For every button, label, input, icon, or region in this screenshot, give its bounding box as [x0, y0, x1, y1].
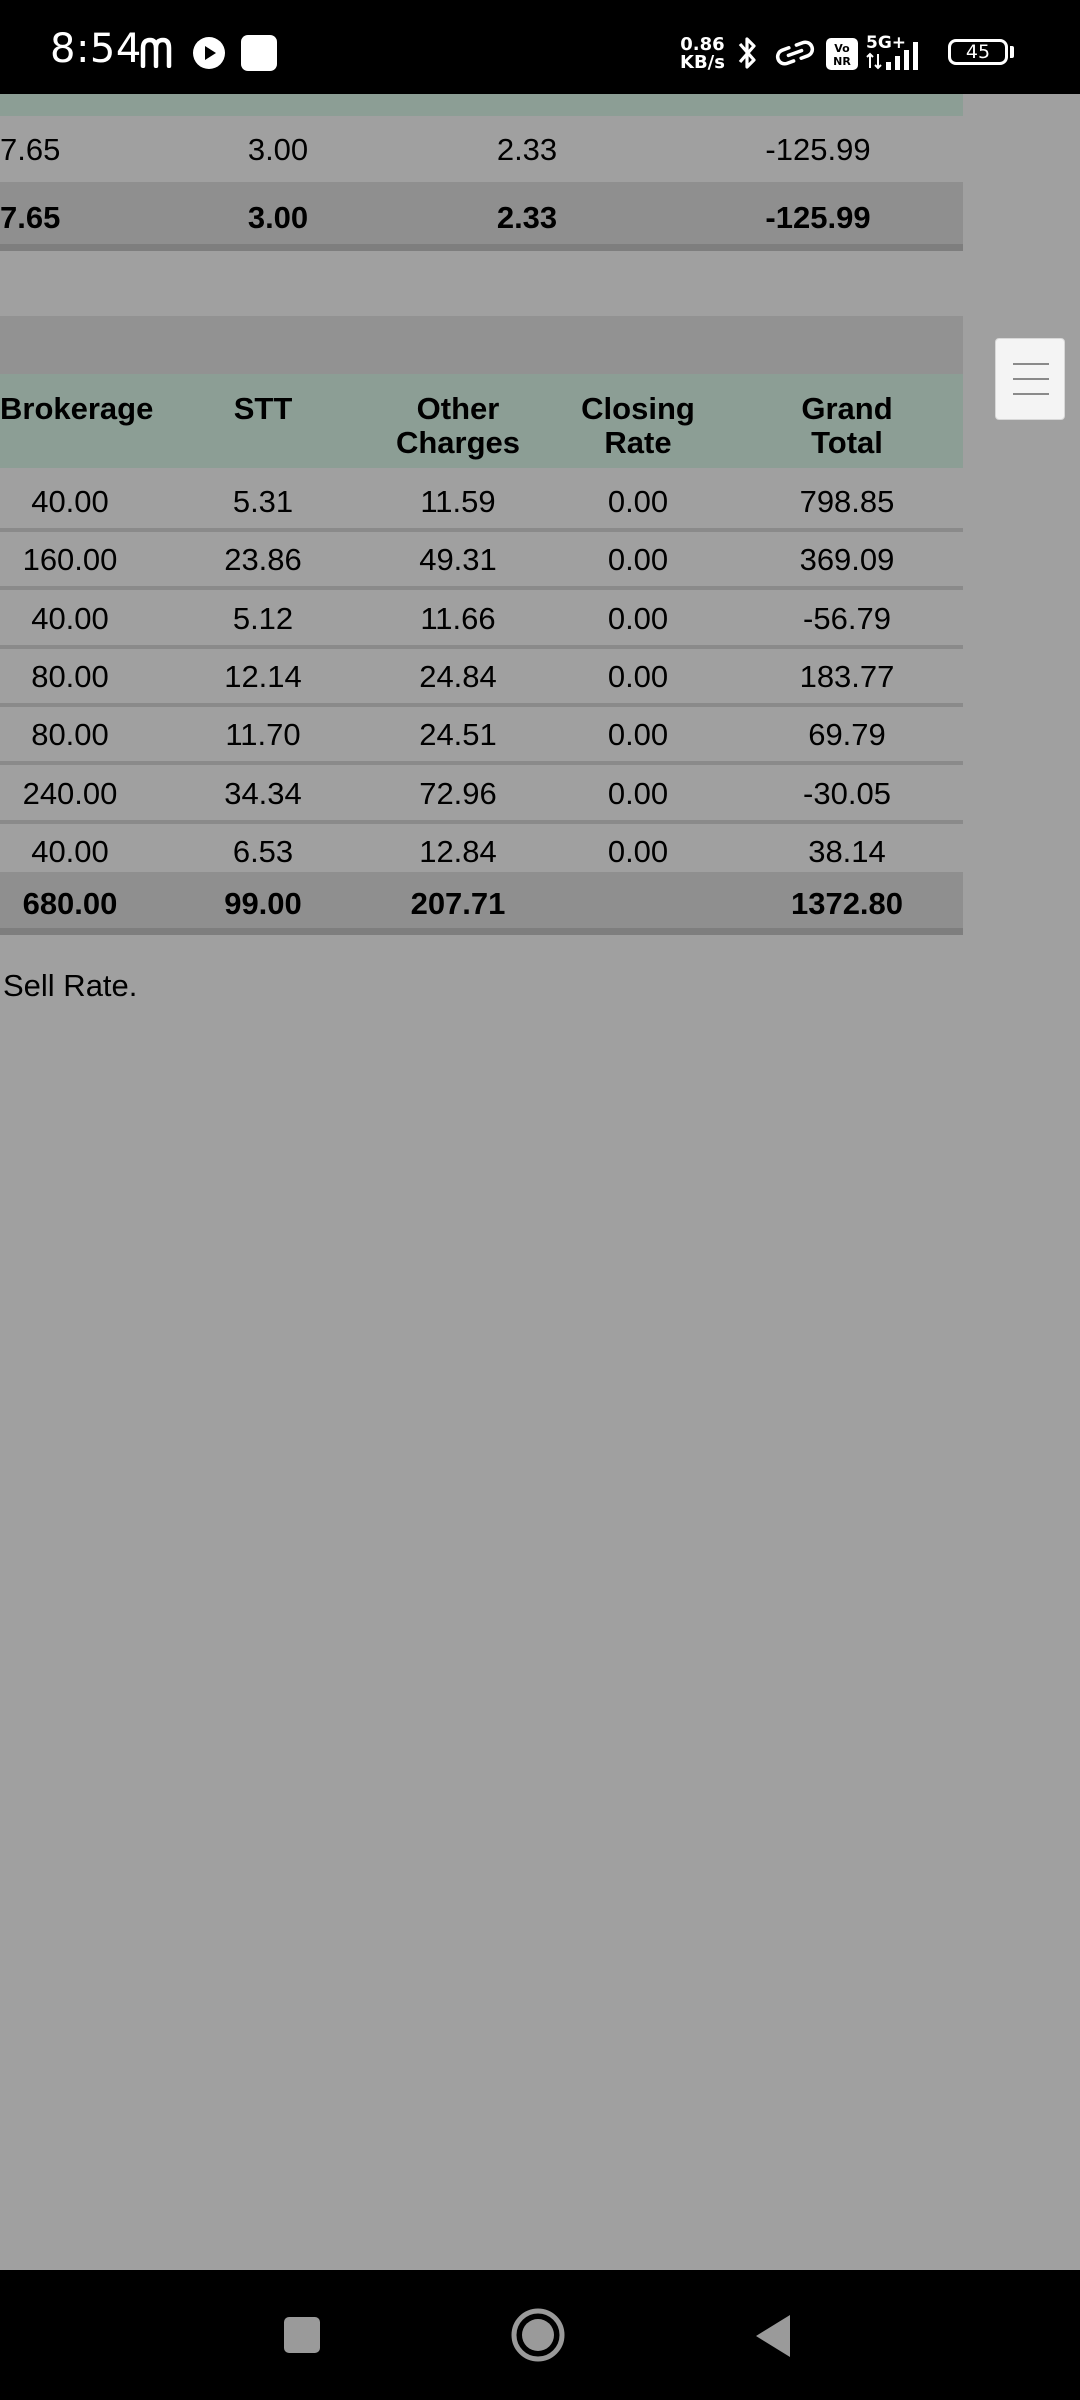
- cell-closing: 0.00: [607, 776, 669, 811]
- top-total-col4: -125.99: [765, 200, 871, 235]
- cell-closing: 0.00: [607, 484, 669, 519]
- cell-stt: 11.70: [225, 717, 301, 752]
- total-grand-total: 1372.80: [790, 886, 904, 921]
- cell-grand: 183.77: [799, 659, 895, 694]
- header-other-charges: Other Charges: [395, 391, 521, 460]
- row-divider: [0, 703, 963, 707]
- network-speed: 0.86 KB/s: [680, 34, 725, 73]
- top-table-total-row: [0, 182, 963, 244]
- bluetooth-icon: [738, 37, 756, 69]
- cell-brokerage: 40.00: [31, 484, 109, 519]
- cell-other: 11.66: [420, 601, 496, 636]
- top-row-col4: -125.99: [765, 132, 871, 167]
- battery-tip: [1010, 46, 1014, 58]
- cell-other: 24.51: [419, 717, 497, 752]
- cell-grand: 69.79: [808, 717, 886, 752]
- back-triangle-icon[interactable]: [752, 2313, 794, 2359]
- svg-text:NR: NR: [833, 55, 851, 68]
- top-total-col3: 2.33: [496, 200, 558, 235]
- cell-stt: 34.34: [224, 776, 302, 811]
- svg-text:5G+: 5G+: [866, 33, 906, 53]
- top-table-header-strip: [0, 94, 963, 116]
- cell-other: 49.31: [419, 542, 497, 577]
- cell-grand: -30.05: [803, 776, 891, 811]
- footnote: Sell Rate.: [3, 968, 138, 1003]
- header-grand-total: Grand Total: [801, 391, 893, 460]
- square-app-icon: [241, 35, 277, 71]
- cell-closing: 0.00: [607, 659, 669, 694]
- cell-stt: 6.53: [232, 834, 294, 869]
- top-row-col3: 2.33: [496, 132, 558, 167]
- cell-closing: 0.00: [607, 834, 669, 869]
- play-icon: [193, 37, 225, 69]
- header-brokerage: Brokerage: [0, 391, 154, 426]
- top-total-col2: 3.00: [247, 200, 309, 235]
- cell-stt: 23.86: [224, 542, 302, 577]
- row-divider: [0, 586, 963, 590]
- cell-other: 72.96: [419, 776, 497, 811]
- charges-table-header: [0, 374, 963, 468]
- clock: 8:54: [50, 26, 142, 72]
- top-row-col2: 3.00: [247, 132, 309, 167]
- recents-square-icon[interactable]: [282, 2315, 322, 2355]
- header-closing-rate: Closing Rate: [581, 391, 695, 460]
- cell-stt: 5.12: [232, 601, 294, 636]
- cell-other: 24.84: [419, 659, 497, 694]
- top-total-col1: 7.65: [0, 200, 61, 235]
- cell-closing: 0.00: [607, 542, 669, 577]
- row-divider: [0, 820, 963, 824]
- hamburger-menu-icon: [1013, 363, 1049, 365]
- volte-icon: Vo NR: [826, 38, 858, 70]
- cell-brokerage: 80.00: [31, 659, 109, 694]
- cell-stt: 12.14: [224, 659, 302, 694]
- cell-other: 11.59: [420, 484, 496, 519]
- cell-brokerage: 240.00: [22, 776, 118, 811]
- total-stt: 99.00: [224, 886, 302, 921]
- top-row-col1: 7.65: [0, 132, 61, 167]
- cell-stt: 5.31: [232, 484, 294, 519]
- hamburger-menu-line: [1013, 393, 1049, 395]
- status-bar: 8:54 0.86 KB/s Vo NR 5G+ 45: [0, 0, 1080, 94]
- cell-brokerage: 160.00: [22, 542, 118, 577]
- cell-brokerage: 80.00: [31, 717, 109, 752]
- floating-menu-button[interactable]: [995, 338, 1065, 420]
- home-circle-icon[interactable]: [510, 2307, 566, 2363]
- total-brokerage: 680.00: [22, 886, 118, 921]
- signal-icon: 5G+: [866, 33, 918, 70]
- section-title-bar: [0, 316, 963, 374]
- cell-brokerage: 40.00: [31, 834, 109, 869]
- top-total-divider: [0, 244, 963, 251]
- cell-closing: 0.00: [607, 601, 669, 636]
- charges-total-divider: [0, 928, 963, 935]
- charges-total-row: [0, 872, 963, 928]
- navigation-bar: [0, 2270, 1080, 2400]
- svg-text:Vo: Vo: [834, 42, 850, 55]
- report-page[interactable]: 7.65 3.00 2.33 -125.99 7.65 3.00 2.33 -1…: [0, 94, 1080, 2270]
- cell-grand: 38.14: [808, 834, 886, 869]
- cell-grand: 369.09: [799, 542, 895, 577]
- total-other-charges: 207.71: [410, 886, 506, 921]
- cell-grand: 798.85: [799, 484, 895, 519]
- cell-closing: 0.00: [607, 717, 669, 752]
- battery-icon: 45: [948, 39, 1008, 65]
- link-icon: [775, 40, 815, 66]
- m-app-icon: [140, 37, 172, 68]
- cell-brokerage: 40.00: [31, 601, 109, 636]
- cell-other: 12.84: [419, 834, 497, 869]
- row-divider: [0, 761, 963, 765]
- cell-grand: -56.79: [803, 601, 891, 636]
- row-divider: [0, 528, 963, 532]
- header-stt: STT: [233, 391, 293, 426]
- row-divider: [0, 645, 963, 649]
- hamburger-menu-line: [1013, 378, 1049, 380]
